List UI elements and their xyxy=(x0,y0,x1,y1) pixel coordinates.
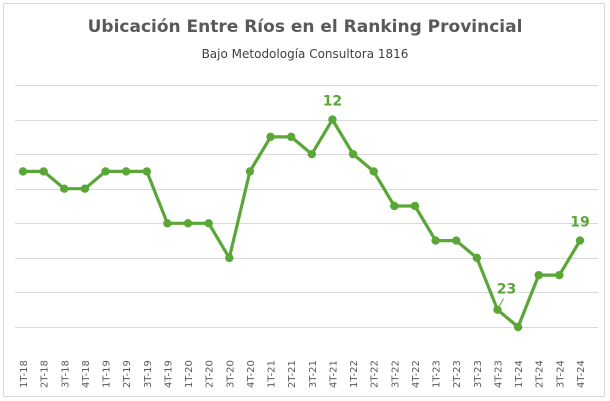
data-point-2T-24 xyxy=(534,270,543,280)
gridlines xyxy=(15,85,598,328)
data-label-4T-21: 12 xyxy=(323,94,342,110)
x-tick-label: 3T-22 xyxy=(390,360,401,388)
data-point-2T-18 xyxy=(39,167,48,176)
x-tick-label: 4T-18 xyxy=(81,360,92,388)
data-point-3T-23 xyxy=(472,253,482,263)
x-tick-label: 2T-20 xyxy=(205,360,216,388)
data-point-2T-23 xyxy=(452,236,461,245)
data-point-4T-21 xyxy=(328,115,337,124)
x-tick-label: 1T-18 xyxy=(19,360,30,388)
x-tick-label: 2T-23 xyxy=(452,360,463,388)
data-point-2T-19 xyxy=(121,167,131,176)
x-tick-label: 2T-24 xyxy=(535,360,546,388)
data-point-3T-19 xyxy=(142,167,151,176)
x-tick-label: 4T-24 xyxy=(576,360,587,388)
data-point-3T-21 xyxy=(307,149,317,159)
x-tick-label: 2T-19 xyxy=(122,360,133,388)
data-point-1T-19 xyxy=(101,167,110,176)
data-point-3T-18 xyxy=(60,184,69,193)
x-tick-label: 2T-18 xyxy=(40,360,51,388)
data-point-3T-22 xyxy=(390,201,399,211)
x-tick-label: 4T-22 xyxy=(411,360,422,388)
data-label-leader xyxy=(499,298,504,306)
x-tick-label: 1T-23 xyxy=(432,360,443,388)
chart-subtitle: Bajo Metodología Consultora 1816 xyxy=(201,47,409,61)
data-point-4T-22 xyxy=(410,201,420,211)
data-label-4T-23: 23 xyxy=(497,282,516,298)
data-point-4T-24 xyxy=(575,236,585,245)
data-point-4T-23 xyxy=(493,305,502,314)
x-tick-label: 1T-22 xyxy=(349,360,360,388)
x-tick-label: 3T-21 xyxy=(308,360,319,388)
data-point-1T-22 xyxy=(348,149,358,159)
x-tick-label: 3T-24 xyxy=(555,360,566,388)
x-tick-label: 3T-20 xyxy=(225,360,236,388)
data-point-1T-18 xyxy=(18,167,28,176)
series-line-layer xyxy=(21,117,582,329)
data-point-2T-20 xyxy=(204,219,213,228)
series-line xyxy=(21,117,582,329)
x-tick-label: 1T-20 xyxy=(184,360,195,388)
x-tick-label: 1T-19 xyxy=(102,360,113,388)
x-tick-label: 3T-19 xyxy=(143,360,154,388)
data-point-1T-21 xyxy=(266,132,275,142)
data-point-4T-20 xyxy=(245,167,255,176)
x-tick-label: 1T-24 xyxy=(514,360,525,388)
x-tick-label: 4T-23 xyxy=(493,360,504,388)
x-tick-label: 3T-18 xyxy=(60,360,71,388)
data-point-3T-20 xyxy=(225,253,234,263)
data-label-4T-24: 19 xyxy=(570,215,589,231)
data-point-4T-19 xyxy=(163,219,172,228)
x-axis-tick-labels: 1T-18 2T-18 3T-18 4T-18 1T-19 2T-19 3T-19 4T-19… xyxy=(19,360,587,388)
chart-frame xyxy=(3,3,605,397)
data-labels: 12 23 19 xyxy=(323,94,590,306)
data-point-2T-21 xyxy=(286,132,296,142)
data-point-3T-24 xyxy=(555,270,564,280)
data-point-4T-18 xyxy=(80,184,90,193)
data-point-1T-23 xyxy=(431,236,440,245)
x-tick-label: 4T-21 xyxy=(328,360,339,388)
data-point-1T-20 xyxy=(183,219,193,228)
data-points xyxy=(18,115,585,332)
x-tick-label: 1T-21 xyxy=(267,360,278,388)
x-tick-label: 2T-21 xyxy=(287,360,298,388)
data-point-2T-22 xyxy=(369,167,378,176)
x-tick-label: 3T-23 xyxy=(473,360,484,388)
chart-title: Ubicación Entre Ríos en el Ranking Provi… xyxy=(87,17,523,37)
x-tick-label: 2T-22 xyxy=(370,360,381,388)
x-tick-label: 4T-20 xyxy=(246,360,257,388)
data-point-1T-24 xyxy=(513,322,523,332)
x-tick-label: 4T-19 xyxy=(163,360,174,388)
